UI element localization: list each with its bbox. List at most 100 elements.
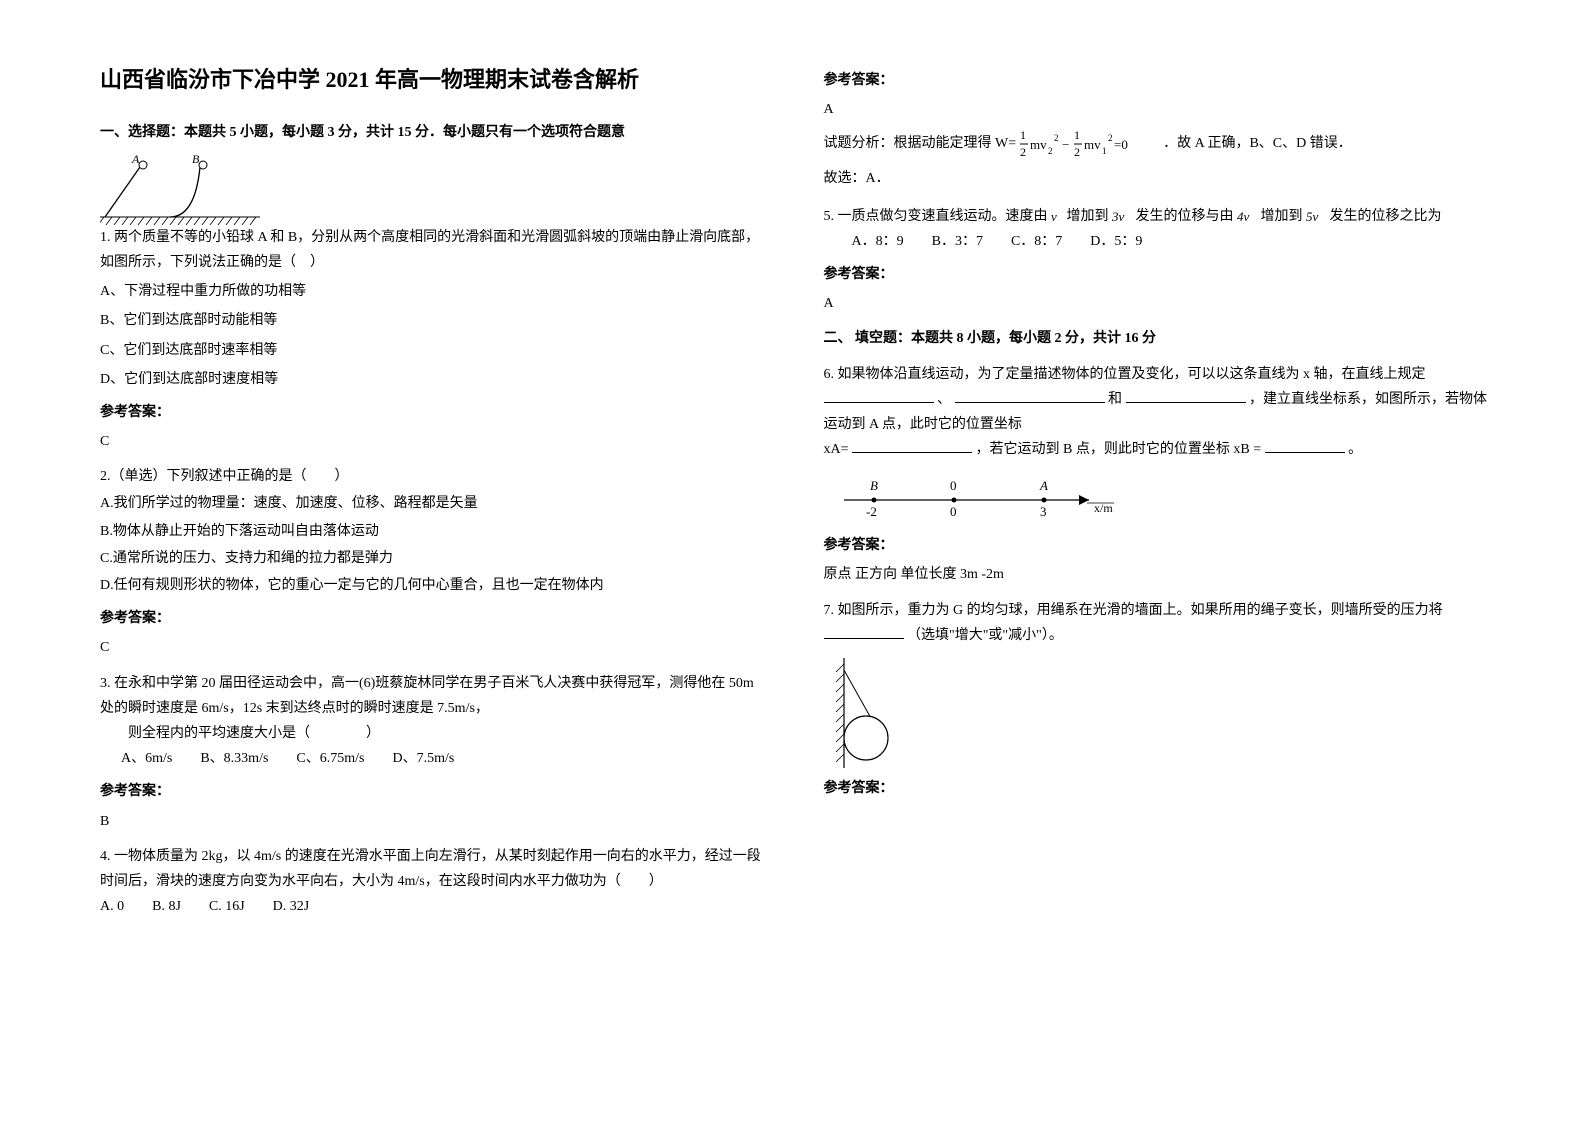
svg-text:2: 2 [1048,146,1053,156]
svg-text:=0: =0 [1114,137,1128,152]
q6-answer: 原点 正方向 单位长度 3m -2m [824,562,1488,587]
q4-body: 4. 一物体质量为 2kg，以 4m/s 的速度在光滑水平面上向左滑行，从某时刻… [100,844,764,894]
q6-line2: xA= ，若它运动到 B 点，则此时它的位置坐标 xB = 。 [824,437,1488,462]
svg-text:B: B [192,155,200,166]
right-column: 参考答案： A 试题分析：根据动能定理得 W= 1 2 mv 2 2 − 1 2… [824,60,1488,929]
q2-answer: C [100,635,764,660]
svg-text:1: 1 [1074,128,1080,142]
q2-option-c: C.通常所说的压力、支持力和绳的拉力都是弹力 [100,546,764,571]
q1-option-c: C、它们到达底部时速率相等 [100,338,764,363]
q1-option-d: D、它们到达底部时速度相等 [100,367,764,392]
var-5v: 5v [1306,208,1326,224]
section-1-title: 一、选择题：本题共 5 小题，每小题 3 分，共计 15 分．每小题只有一个选项… [100,120,764,145]
q3-answer: B [100,809,764,834]
page-container: 山西省临汾市下冶中学 2021 年高一物理期末试卷含解析 一、选择题：本题共 5… [100,60,1487,929]
question-1: A B 1. 两个质量不等的小铅球 A 和 B，分别从两个高度相同的光滑斜面和光… [100,155,764,455]
q4-options: A. 0 B. 8J C. 16J D. 32J [100,894,764,919]
q5-answer-label: 参考答案： [824,262,1488,287]
q1-body: 两个质量不等的小铅球 A 和 B，分别从两个高度相同的光滑斜面和光滑圆弧斜坡的顶… [100,230,759,270]
question-6: 6. 如果物体沿直线运动，为了定量描述物体的位置及变化，可以以这条直线为 x 轴… [824,362,1488,588]
q4-pick: 故选：A． [824,166,1488,191]
q5-body-c: 发生的位移与由 [1136,209,1234,224]
q6-g: 。 [1348,442,1362,457]
nl-O-pos: 0 [950,504,957,519]
q6-c: 和 [1108,392,1122,407]
q3-answer-label: 参考答案： [100,779,764,804]
q6-f: ，若它运动到 B 点，则此时它的位置坐标 xB = [976,442,1262,457]
q2-option-b: B.物体从静止开始的下落运动叫自由落体运动 [100,519,764,544]
q4-answer: A [824,97,1488,122]
q6-e: xA= [824,442,849,457]
svg-text:5v: 5v [1306,209,1319,224]
svg-text:3v: 3v [1112,209,1125,224]
svg-text:2: 2 [1054,133,1059,143]
q5-options: A．8：9 B．3：7 C．8：7 D．5：9 [824,229,1488,254]
blank-4 [852,438,972,453]
blank-6 [824,624,904,639]
q4-explain-suffix: ．故 A 正确，B、C、D 错误． [1163,137,1352,152]
q1-option-b: B、它们到达底部时动能相等 [100,308,764,333]
q5-body-d: 增加到 [1261,209,1303,224]
svg-text:2: 2 [1020,145,1026,159]
q5-body-a: 5. 一质点做匀变速直线运动。速度由 [824,209,1048,224]
blank-2 [955,388,1105,403]
q2-option-d: D.任何有规则形状的物体，它的重心一定与它的几何中心重合，且也一定在物体内 [100,573,764,598]
q3-body2: 则全程内的平均速度大小是（ ） [100,721,764,746]
question-2: 2.（单选）下列叙述中正确的是（ ） A.我们所学过的物理量：速度、加速度、位移… [100,464,764,660]
q1-answer-label: 参考答案： [100,400,764,425]
nl-B-pos: -2 [866,504,877,519]
q4-explain-prefix: 试题分析：根据动能定理得 W= [824,137,1017,152]
page-title: 山西省临汾市下冶中学 2021 年高一物理期末试卷含解析 [100,60,764,100]
question-5: 5. 一质点做匀变速直线运动。速度由 v 增加到 3v 发生的位移与由 4v 增… [824,204,1488,317]
q5-answer: A [824,291,1488,316]
q6-answer-label: 参考答案： [824,533,1488,558]
q1-answer: C [100,429,764,454]
svg-text:1: 1 [1102,146,1107,156]
svg-text:1: 1 [1020,128,1026,142]
var-4v: 4v [1237,208,1257,224]
kinetic-energy-formula: 1 2 mv 2 2 − 1 2 mv 1 2 =0 [1020,126,1160,162]
q1-prefix: 1. [100,230,114,245]
svg-text:−: − [1062,137,1069,152]
svg-text:mv: mv [1084,137,1101,152]
q7-body-a: 7. 如图所示，重力为 G 的均匀球，用绳系在光滑的墙面上。如果所用的绳子变长，… [824,603,1443,618]
blank-5 [1265,438,1345,453]
nl-O-label: 0 [950,478,957,493]
svg-text:mv: mv [1030,137,1047,152]
nl-B-label: B [870,478,878,493]
svg-text:A: A [131,155,140,166]
svg-text:v: v [1051,209,1057,224]
q5-body: 5. 一质点做匀变速直线运动。速度由 v 增加到 3v 发生的位移与由 4v 增… [824,204,1488,229]
q3-options: A、6m/s B、8.33m/s C、6.75m/s D、7.5m/s [100,746,764,771]
q7-answer-label: 参考答案： [824,776,1488,801]
q1-option-a: A、下滑过程中重力所做的功相等 [100,279,764,304]
q2-body: 2.（单选）下列叙述中正确的是（ ） [100,464,764,489]
q7-body-b: （选填"增大"或"减小"）。 [907,628,1063,643]
q6-b: 、 [937,392,951,407]
svg-text:2: 2 [1074,145,1080,159]
question-4: 4. 一物体质量为 2kg，以 4m/s 的速度在光滑水平面上向左滑行，从某时刻… [100,844,764,920]
blank-3 [1126,388,1246,403]
left-column: 山西省临汾市下冶中学 2021 年高一物理期末试卷含解析 一、选择题：本题共 5… [100,60,764,929]
blank-1 [824,388,934,403]
q3-body1: 3. 在永和中学第 20 届田径运动会中，高一(6)班蔡旋林同学在男子百米飞人决… [100,671,764,721]
q6-figure: B -2 0 0 A 3 x/m [824,470,1124,525]
section-2-title: 二、 填空题：本题共 8 小题，每小题 2 分，共计 16 分 [824,326,1488,351]
q6-a: 6. 如果物体沿直线运动，为了定量描述物体的位置及变化，可以以这条直线为 x 轴… [824,367,1426,382]
var-3v: 3v [1112,208,1132,224]
q5-body-e: 发生的位移之比为 [1330,209,1442,224]
question-7: 7. 如图所示，重力为 G 的均匀球，用绳系在光滑的墙面上。如果所用的绳子变长，… [824,598,1488,802]
nl-A-label: A [1039,478,1048,493]
q7-figure [824,658,914,768]
q4-explanation: 试题分析：根据动能定理得 W= 1 2 mv 2 2 − 1 2 mv 1 2 … [824,126,1488,162]
q2-option-a: A.我们所学过的物理量：速度、加速度、位移、路程都是矢量 [100,491,764,516]
question-3: 3. 在永和中学第 20 届田径运动会中，高一(6)班蔡旋林同学在男子百米飞人决… [100,671,764,834]
svg-text:2: 2 [1108,133,1113,143]
q1-figure: A B [100,155,260,225]
q5-body-b: 增加到 [1067,209,1109,224]
q4-answer-label: 参考答案： [824,68,1488,93]
q2-answer-label: 参考答案： [100,606,764,631]
var-v: v [1051,208,1063,224]
svg-text:4v: 4v [1237,209,1250,224]
nl-A-pos: 3 [1040,504,1047,519]
